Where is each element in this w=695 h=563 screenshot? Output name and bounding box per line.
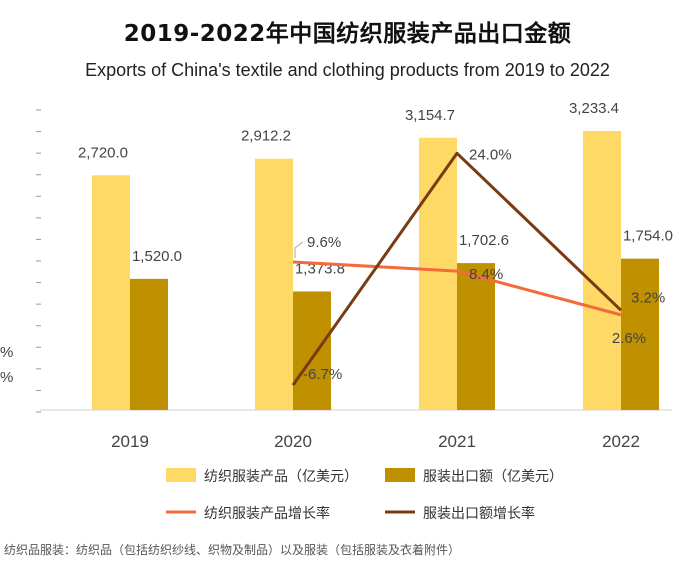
textile-bar [255,158,293,410]
apparel-bar [457,263,495,410]
apparel-growth-line [291,151,623,386]
chart-title: 2019-2022年中国纺织服装产品出口金额 [123,21,572,47]
textile-bar-value: 2,720.0 [78,144,128,161]
legend-label: 纺织服装产品（亿美元） [204,469,358,485]
apparel-growth-value: -6.7% [303,366,342,383]
textile-bar-value: 2,912.2 [241,128,291,145]
x-tick-label: 2021 [438,432,476,451]
label-leader-line [294,241,304,259]
textile-bar [583,131,621,410]
apparel-bar [293,291,331,410]
apparel-bar-value: 1,520.0 [132,248,182,265]
textile-growth-line [292,260,622,317]
legend-swatch [166,468,196,482]
legend-swatch [385,468,415,482]
x-tick-label: 2022 [602,432,640,451]
footnote: 纺织品服装：纺织品（包括纺织纱线、织物及制品）以及服装（包括服装及衣着附件） [4,543,461,557]
textile-bar [92,175,130,410]
textile-bar-value: 3,233.4 [569,100,619,117]
textile-growth-value: 2.6% [612,330,646,347]
apparel-bar [130,278,168,410]
textile-bar [419,137,457,410]
apparel-growth-value: 24.0% [469,146,512,163]
textile-growth-value: 9.6% [307,234,341,251]
secondary-axis-fragment: % [0,369,13,386]
x-tick-label: 2020 [274,432,312,451]
legend-label: 纺织服装产品增长率 [204,505,330,522]
legend-label: 服装出口额（亿美元） [423,469,563,485]
apparel-bar-value: 1,754.0 [623,228,673,245]
apparel-growth-value: 3.2% [631,289,665,306]
chart-subtitle: Exports of China's textile and clothing … [85,60,610,80]
textile-bar-value: 3,154.7 [405,107,455,124]
chart-canvas: %%2,720.01,520.020192,912.21,373.820203,… [0,100,673,522]
secondary-axis-fragment: % [0,344,13,361]
legend-label: 服装出口额增长率 [423,505,535,522]
apparel-bar-value: 1,702.6 [459,232,509,249]
textile-growth-value: 8.4% [469,266,503,283]
apparel-bar [621,258,659,410]
x-tick-label: 2019 [111,432,149,451]
